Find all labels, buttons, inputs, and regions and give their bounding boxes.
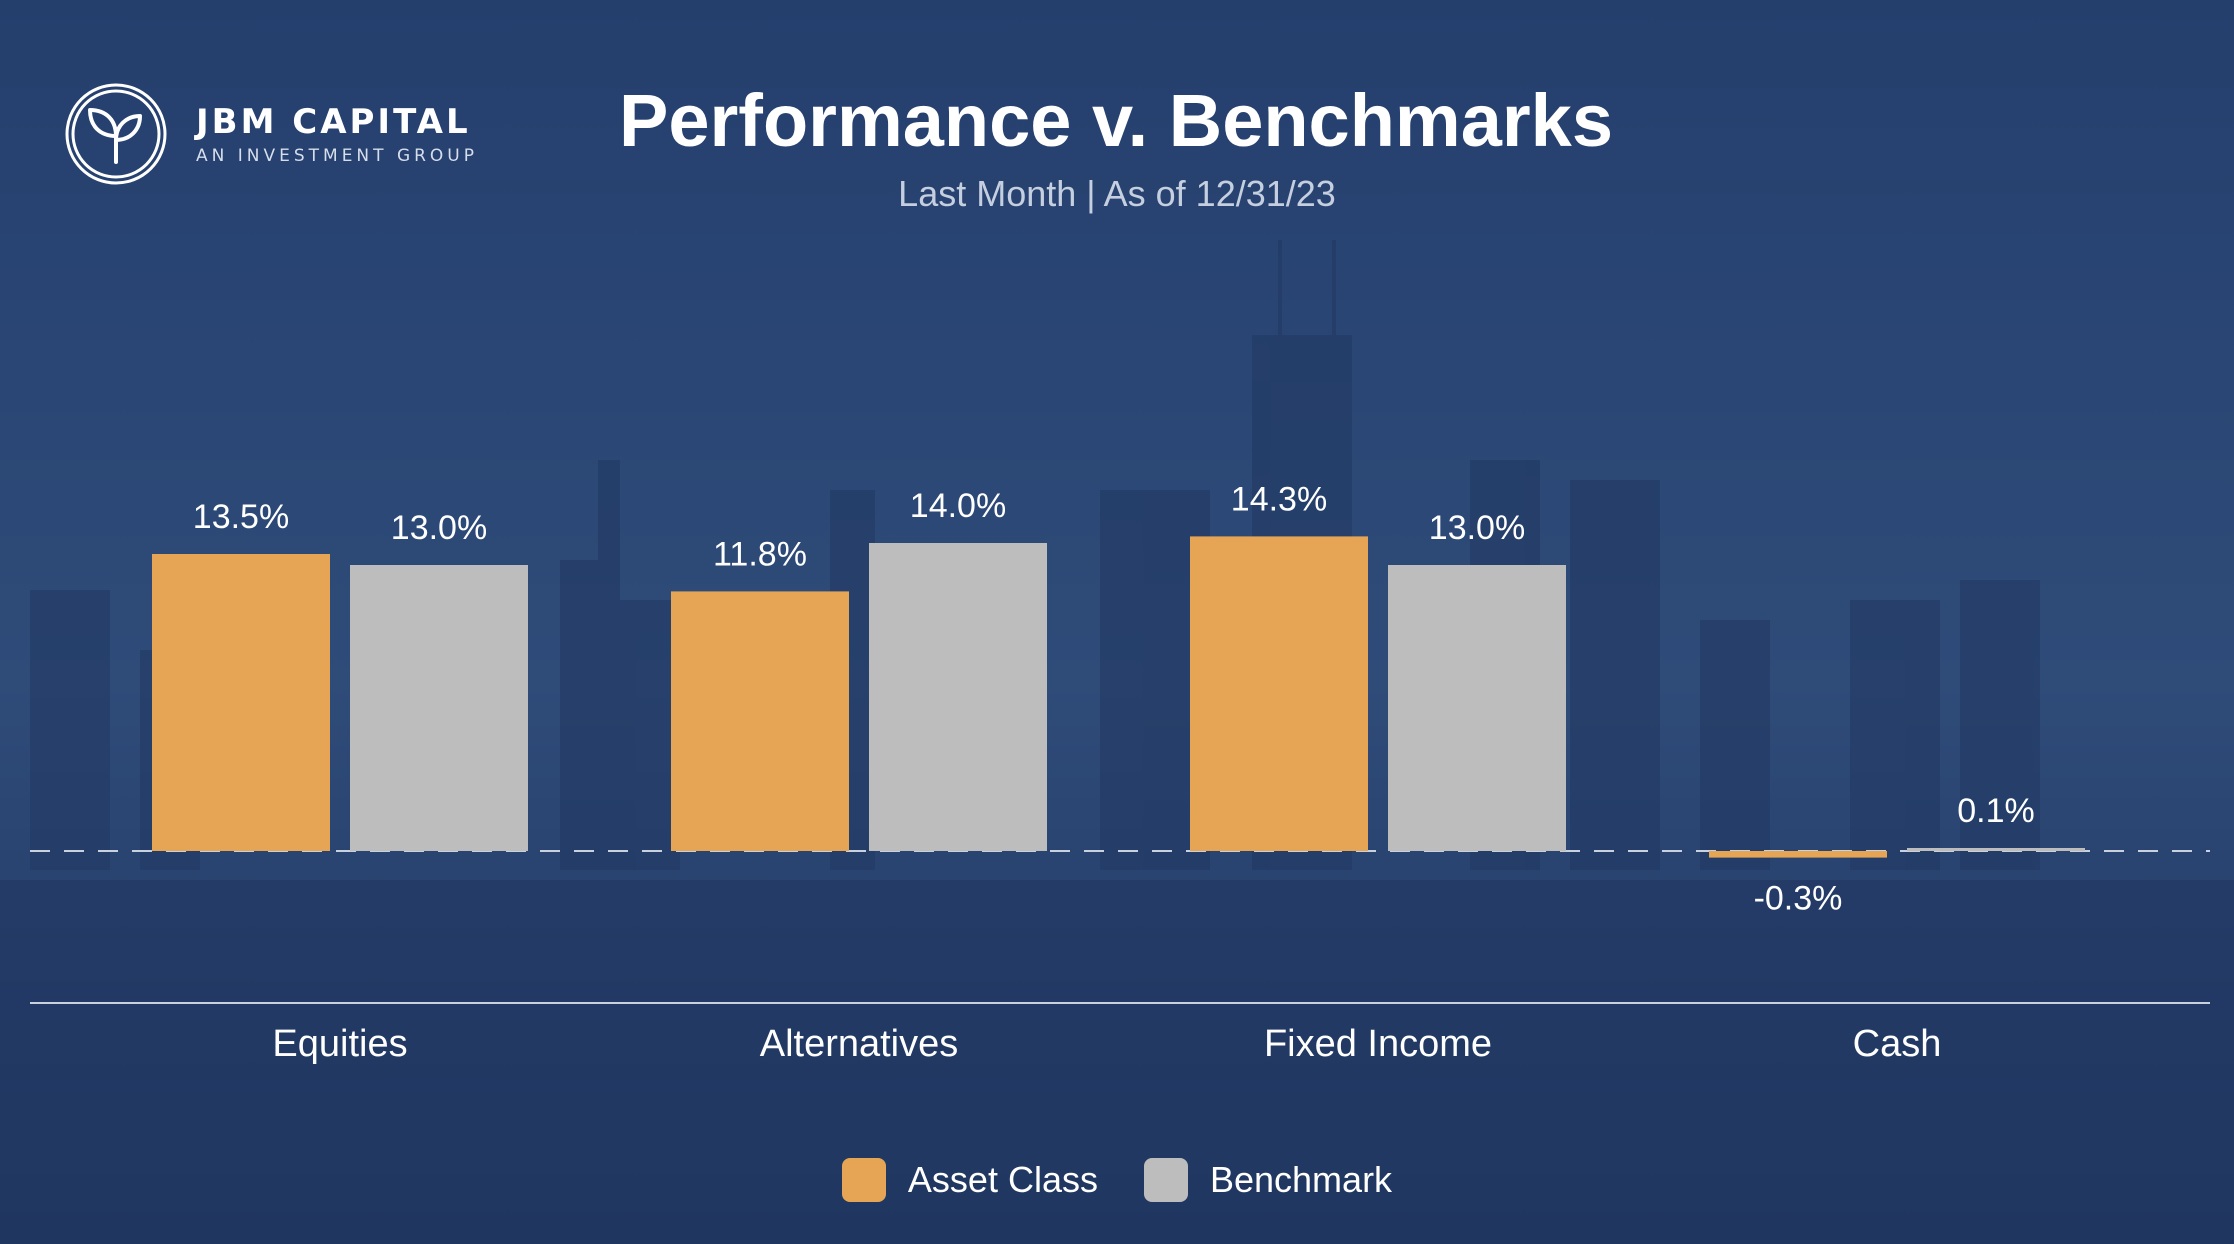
data-label: 14.0%: [910, 487, 1006, 525]
legend-item-asset-class: Asset Class: [841, 1158, 1098, 1202]
x-tick-label: Cash: [1853, 1023, 1942, 1065]
data-label: 13.0%: [1429, 509, 1525, 547]
bar-benchmark-cash: [1907, 848, 2085, 851]
data-label: 14.3%: [1231, 480, 1327, 518]
data-label: 11.8%: [713, 535, 807, 573]
chart-title-text: Performance v. Benchmarks: [619, 79, 1613, 162]
bar-asset-class-equities: [152, 554, 330, 851]
bar-benchmark-fixed-income: [1388, 565, 1566, 851]
chart-title: Performance v. Benchmarks: [0, 78, 2234, 163]
chart-legend: Asset Class Benchmark: [0, 1158, 2234, 1202]
bar-benchmark-alternatives: [869, 543, 1047, 851]
x-tick-label: Alternatives: [760, 1023, 959, 1065]
data-label: -0.3%: [1754, 880, 1843, 918]
data-label: 13.0%: [391, 509, 487, 547]
x-tick-label: Equities: [272, 1023, 407, 1065]
brand-tagline: AN INVESTMENT GROUP: [196, 146, 479, 166]
legend-swatch-benchmark: [1143, 1158, 1188, 1202]
data-label: 0.1%: [1957, 792, 2035, 830]
brand-logo: JBM CAPITAL AN INVESTMENT GROUP: [64, 82, 478, 186]
legend-swatch-asset-class: [841, 1158, 886, 1202]
legend-label-benchmark: Benchmark: [1209, 1159, 1393, 1200]
bar-asset-class-cash: [1709, 851, 1887, 858]
legend-label-asset-class: Asset Class: [907, 1159, 1098, 1200]
chart-subtitle: Last Month | As of 12/31/23: [898, 173, 1336, 214]
brand-name: JBM CAPITAL: [196, 102, 471, 142]
bar-asset-class-fixed-income: [1190, 536, 1368, 851]
sprout-icon: [65, 83, 167, 185]
bar-benchmark-equities: [350, 565, 528, 851]
data-label: 13.5%: [193, 498, 289, 536]
x-tick-label: Fixed Income: [1264, 1023, 1492, 1065]
legend-item-benchmark: Benchmark: [1143, 1158, 1393, 1202]
bar-asset-class-alternatives: [671, 591, 849, 851]
